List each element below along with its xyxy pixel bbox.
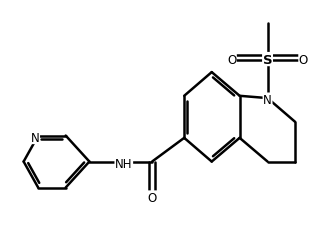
Text: N: N <box>31 131 39 144</box>
Text: N: N <box>263 94 272 107</box>
Text: O: O <box>227 53 236 66</box>
Text: NH: NH <box>115 157 133 170</box>
Text: S: S <box>263 53 272 66</box>
Text: O: O <box>299 53 308 66</box>
Text: O: O <box>148 191 157 204</box>
